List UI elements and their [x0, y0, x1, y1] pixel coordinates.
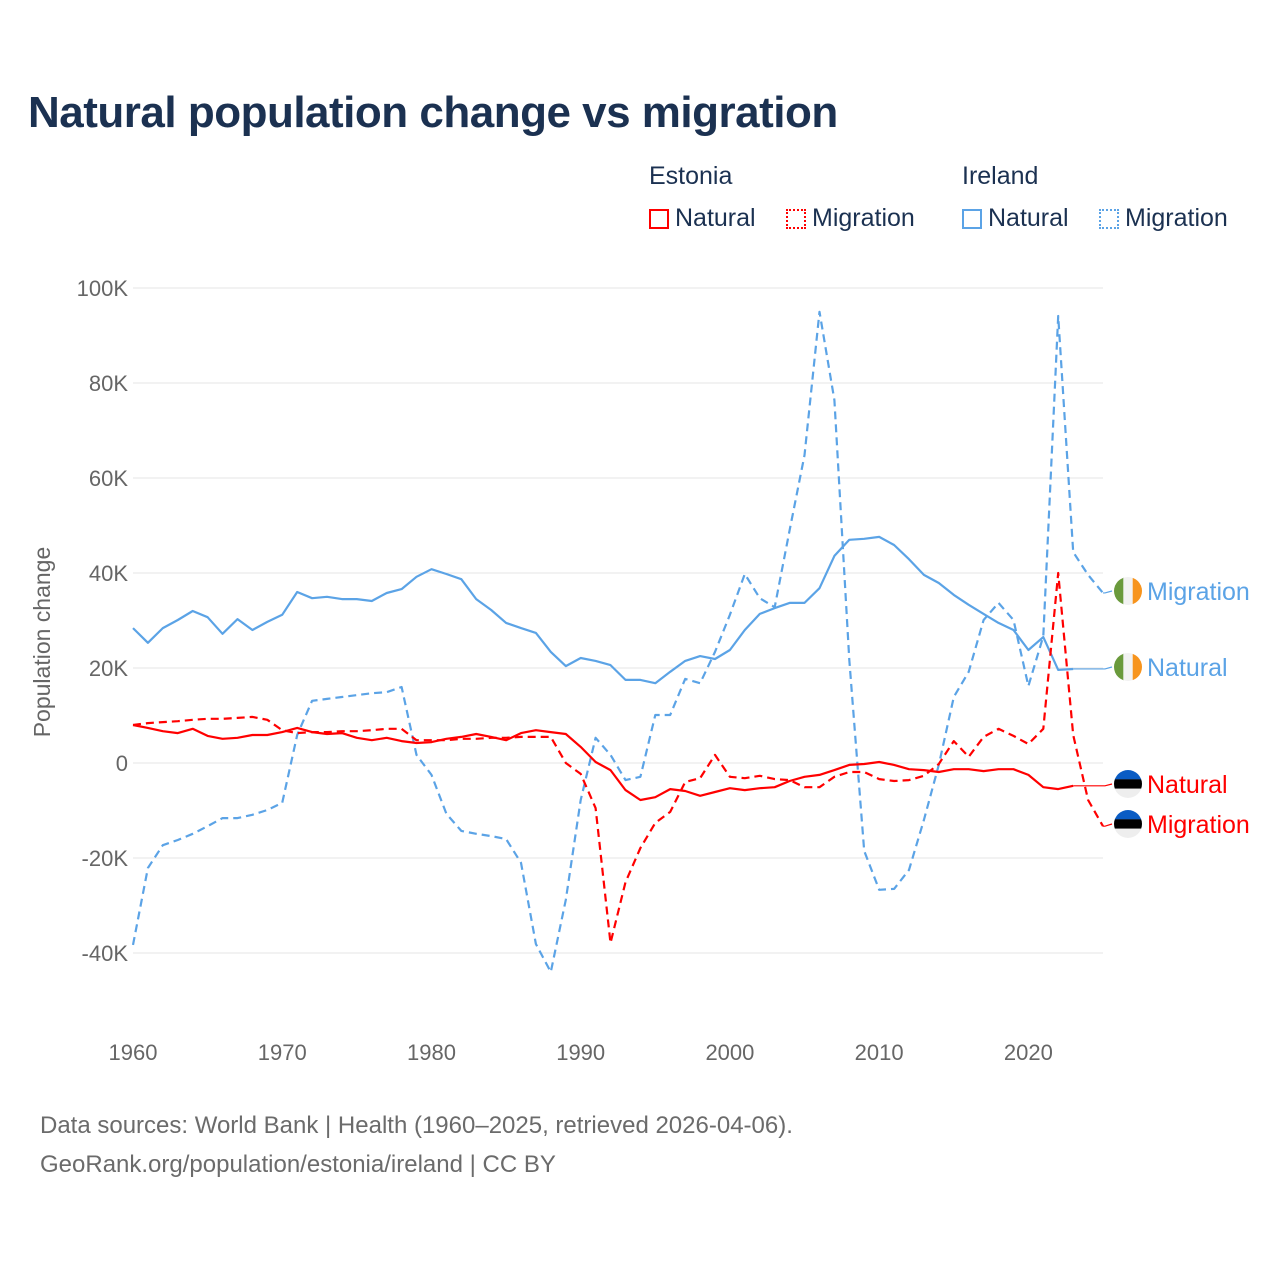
- series-line-ireland-natural: [132, 535, 1074, 685]
- legend-label: Migration: [812, 204, 915, 232]
- end-label-connector: [1103, 590, 1113, 594]
- legend-item-estonia-natural[interactable]: Natural: [649, 204, 756, 233]
- legend-swatch-solid: [649, 208, 669, 229]
- x-tick-label: 1960: [109, 1040, 158, 1065]
- y-tick-label: 40K: [89, 561, 128, 586]
- y-tick-label: 60K: [89, 466, 128, 491]
- legend-item-ireland-migration[interactable]: Migration: [1099, 204, 1228, 233]
- legend-item-estonia-migration[interactable]: Migration: [786, 204, 915, 233]
- y-tick-label: -40K: [82, 941, 129, 966]
- legend-group-title: Ireland: [962, 162, 1039, 190]
- legend-label: Natural: [675, 204, 756, 232]
- legend-label: Migration: [1125, 204, 1228, 232]
- series-line-estonia-migration: [132, 571, 1104, 945]
- legend-label: Natural: [988, 204, 1069, 232]
- legend-group-estonia: Estonia Natural Migration: [649, 162, 915, 232]
- end-label-connector: [1103, 823, 1113, 827]
- end-label: Natural: [1147, 654, 1228, 682]
- end-label: Migration: [1147, 578, 1250, 606]
- y-tick-label: 80K: [89, 371, 128, 396]
- footer: Data sources: World Bank | Health (1960–…: [40, 1106, 793, 1184]
- estonia-flag-icon: [1114, 770, 1142, 798]
- legend-group-title: Estonia: [649, 162, 733, 190]
- ireland-flag-icon: [1114, 653, 1142, 681]
- y-tick-label: 100K: [77, 276, 129, 301]
- x-tick-label: 1970: [258, 1040, 307, 1065]
- end-label: Natural: [1147, 771, 1228, 799]
- end-label-connector: [1073, 666, 1113, 670]
- legend-group-ireland: Ireland Natural Migration: [962, 162, 1228, 232]
- y-tick-label: -20K: [82, 846, 129, 871]
- x-tick-label: 1990: [556, 1040, 605, 1065]
- series-line-estonia-natural: [132, 723, 1074, 802]
- chart-title: Natural population change vs migration: [28, 88, 838, 137]
- x-tick-label: 2010: [855, 1040, 904, 1065]
- y-tick-label: 0: [116, 751, 128, 776]
- x-tick-label: 2020: [1004, 1040, 1053, 1065]
- end-label-connector: [1073, 783, 1113, 787]
- end-label: Migration: [1147, 811, 1250, 839]
- x-tick-label: 2000: [705, 1040, 754, 1065]
- y-tick-label: 20K: [89, 656, 128, 681]
- legend-swatch-dashed: [1099, 208, 1119, 229]
- x-tick-label: 1980: [407, 1040, 456, 1065]
- legend-swatch-dashed: [786, 208, 806, 229]
- ireland-flag-icon: [1114, 577, 1142, 605]
- y-axis-label: Population change: [29, 547, 55, 738]
- legend-item-ireland-natural[interactable]: Natural: [962, 204, 1069, 233]
- series-line-ireland-migration: [131, 310, 1104, 974]
- data-source-note: Data sources: World Bank | Health (1960–…: [40, 1112, 793, 1139]
- legend-swatch-solid: [962, 208, 982, 229]
- estonia-flag-icon: [1114, 810, 1142, 838]
- source-link[interactable]: GeoRank.org/population/estonia/ireland |…: [40, 1151, 556, 1178]
